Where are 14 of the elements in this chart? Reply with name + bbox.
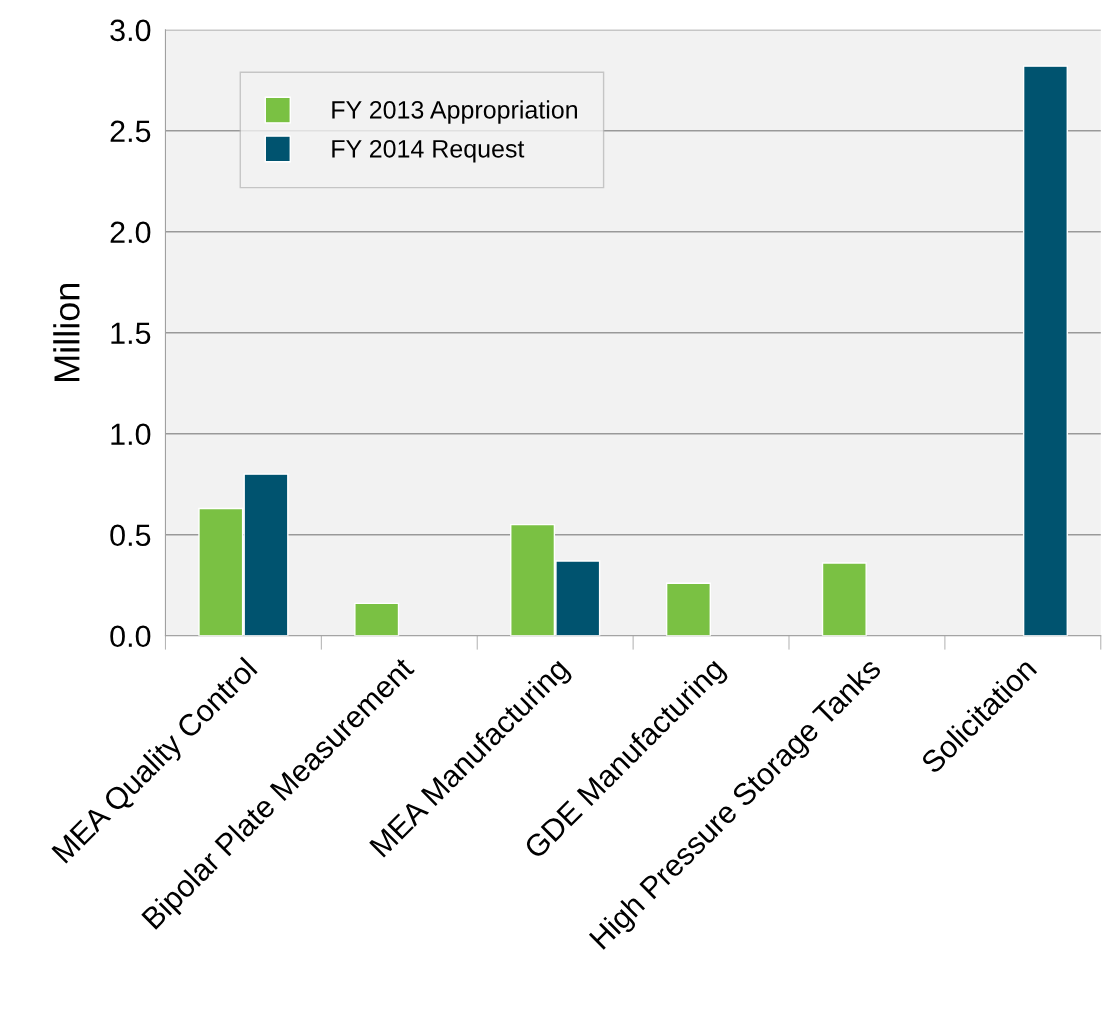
y-tick-label: 2.0	[110, 221, 151, 244]
legend-label: FY 2014 Request	[332, 139, 525, 163]
y-tick-label: 2.5	[110, 120, 151, 143]
y-axis-title: Million	[53, 283, 80, 381]
y-tick-label: 3.0	[110, 19, 151, 42]
bar	[821, 562, 867, 636]
y-tick-label: 1.0	[111, 423, 151, 446]
bar	[1022, 65, 1068, 636]
legend-label: FY 2013 Appropriation	[332, 100, 577, 124]
bar	[665, 582, 711, 636]
y-tick-label: 0.0	[110, 625, 151, 648]
y-tick-label: 1.5	[111, 322, 151, 345]
bar	[354, 602, 400, 636]
y-tick-label: 0.5	[110, 524, 151, 547]
